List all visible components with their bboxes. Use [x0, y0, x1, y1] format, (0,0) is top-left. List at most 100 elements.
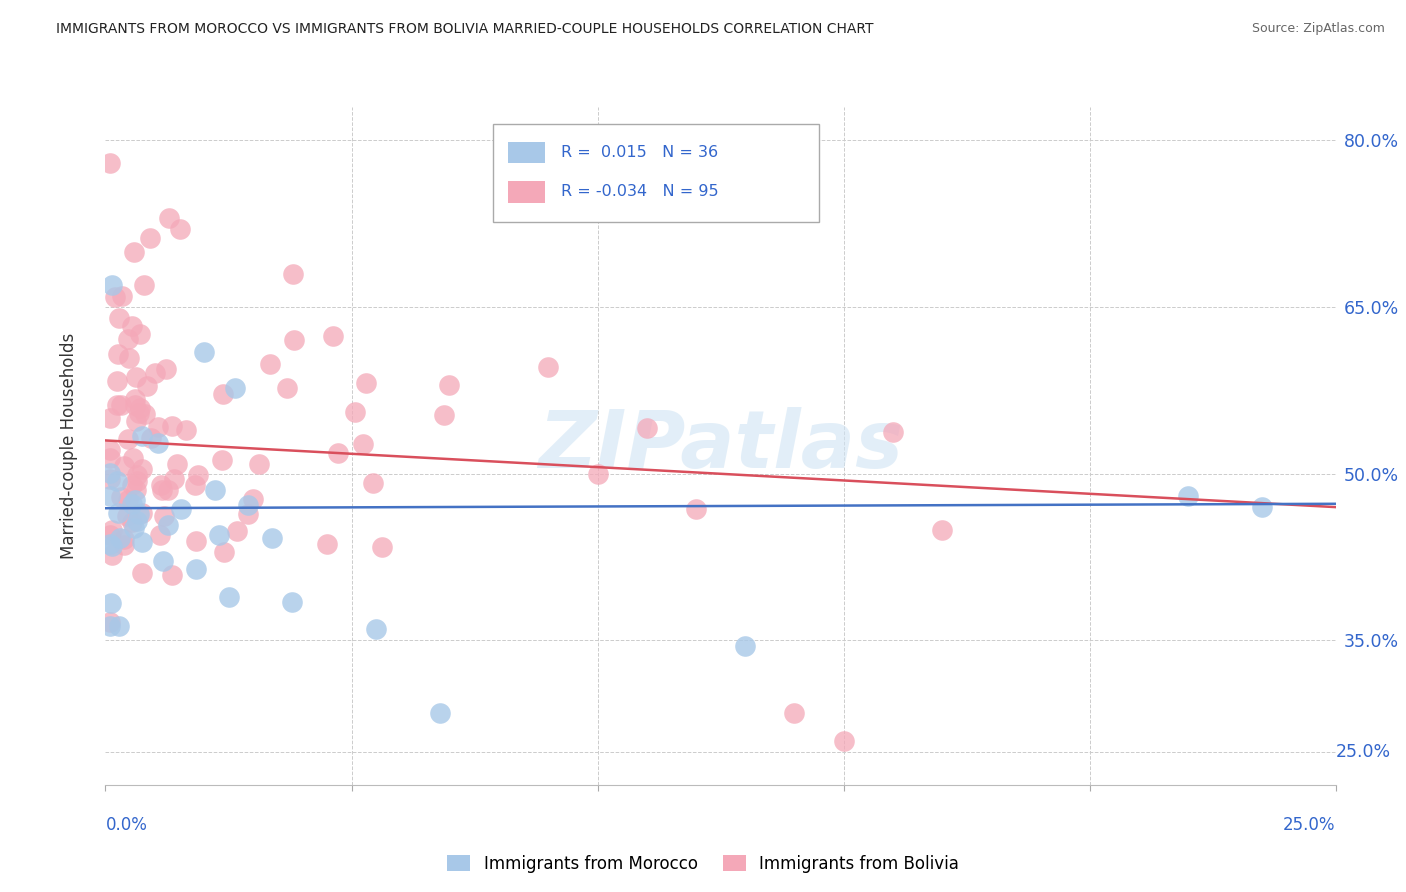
Point: [437, 378, 460, 392]
Point: [283, 333, 305, 347]
Point: [157, 211, 180, 226]
Point: [326, 446, 349, 460]
Point: [370, 540, 392, 554]
Point: [128, 407, 150, 421]
Point: [98, 615, 122, 629]
Point: [101, 548, 124, 562]
Point: [211, 453, 233, 467]
Point: [131, 566, 153, 580]
Point: [832, 733, 855, 747]
Point: [98, 442, 122, 457]
Point: [186, 562, 208, 576]
Point: [146, 419, 169, 434]
Point: [433, 409, 456, 423]
Point: [98, 528, 122, 542]
Point: [111, 289, 134, 303]
Point: [101, 523, 124, 537]
Point: [224, 381, 246, 395]
Point: [184, 533, 207, 548]
Point: [100, 596, 122, 610]
Point: [112, 458, 135, 473]
Point: [316, 537, 339, 551]
Point: [247, 457, 270, 471]
Point: [105, 374, 128, 388]
Point: [153, 509, 176, 524]
Point: [160, 567, 183, 582]
Point: [734, 639, 756, 653]
Text: 25.0%: 25.0%: [1336, 743, 1391, 761]
Point: [184, 478, 207, 492]
Point: [107, 347, 129, 361]
Point: [98, 618, 122, 632]
Point: [124, 493, 146, 508]
Point: [101, 539, 124, 553]
Point: [143, 366, 166, 380]
Point: [112, 538, 135, 552]
Text: Source: ZipAtlas.com: Source: ZipAtlas.com: [1251, 22, 1385, 36]
Point: [98, 155, 122, 169]
Legend: Immigrants from Morocco, Immigrants from Bolivia: Immigrants from Morocco, Immigrants from…: [440, 848, 966, 880]
Point: [136, 378, 159, 392]
Point: [242, 492, 264, 507]
Bar: [508, 181, 544, 202]
Text: IMMIGRANTS FROM MOROCCO VS IMMIGRANTS FROM BOLIVIA MARRIED-COUPLE HOUSEHOLDS COR: IMMIGRANTS FROM MOROCCO VS IMMIGRANTS FR…: [56, 22, 873, 37]
Point: [149, 528, 172, 542]
Point: [283, 267, 305, 281]
Point: [127, 475, 149, 489]
Point: [101, 277, 124, 292]
Point: [882, 425, 904, 440]
Point: [174, 423, 197, 437]
Point: [98, 472, 122, 486]
Point: [148, 435, 170, 450]
Point: [931, 523, 953, 537]
Point: [98, 489, 122, 503]
Point: [218, 590, 240, 604]
Point: [110, 398, 132, 412]
FancyBboxPatch shape: [494, 124, 820, 222]
Point: [131, 429, 153, 443]
Point: [128, 401, 150, 415]
Point: [117, 493, 139, 508]
Point: [429, 706, 451, 720]
Point: [155, 361, 177, 376]
Text: 25.0%: 25.0%: [1284, 816, 1336, 834]
Text: ZIPatlas: ZIPatlas: [538, 407, 903, 485]
Point: [150, 483, 173, 497]
Point: [352, 437, 374, 451]
Point: [156, 483, 179, 498]
Text: 0.0%: 0.0%: [105, 816, 148, 834]
Point: [226, 524, 249, 539]
Point: [259, 357, 281, 371]
Point: [121, 497, 143, 511]
Point: [131, 462, 153, 476]
Point: [125, 414, 148, 428]
Point: [98, 467, 122, 481]
Point: [108, 531, 131, 545]
Point: [1251, 500, 1274, 515]
Text: Married-couple Households: Married-couple Households: [59, 333, 77, 559]
Point: [356, 376, 378, 390]
Point: [204, 483, 226, 498]
Point: [636, 420, 658, 434]
Point: [115, 508, 138, 523]
Point: [212, 545, 235, 559]
Point: [121, 516, 143, 530]
Point: [131, 535, 153, 549]
Point: [212, 387, 235, 401]
Point: [117, 332, 139, 346]
Point: [193, 344, 215, 359]
Point: [138, 231, 160, 245]
Point: [98, 451, 122, 466]
Point: [98, 537, 122, 551]
Point: [107, 619, 129, 633]
Point: [139, 431, 162, 445]
Point: [121, 477, 143, 491]
Point: [150, 478, 173, 492]
Point: [122, 244, 145, 259]
Point: [187, 468, 209, 483]
Point: [586, 467, 609, 481]
Point: [262, 531, 284, 545]
Point: [118, 351, 141, 365]
Point: [238, 508, 260, 522]
Point: [98, 411, 122, 425]
